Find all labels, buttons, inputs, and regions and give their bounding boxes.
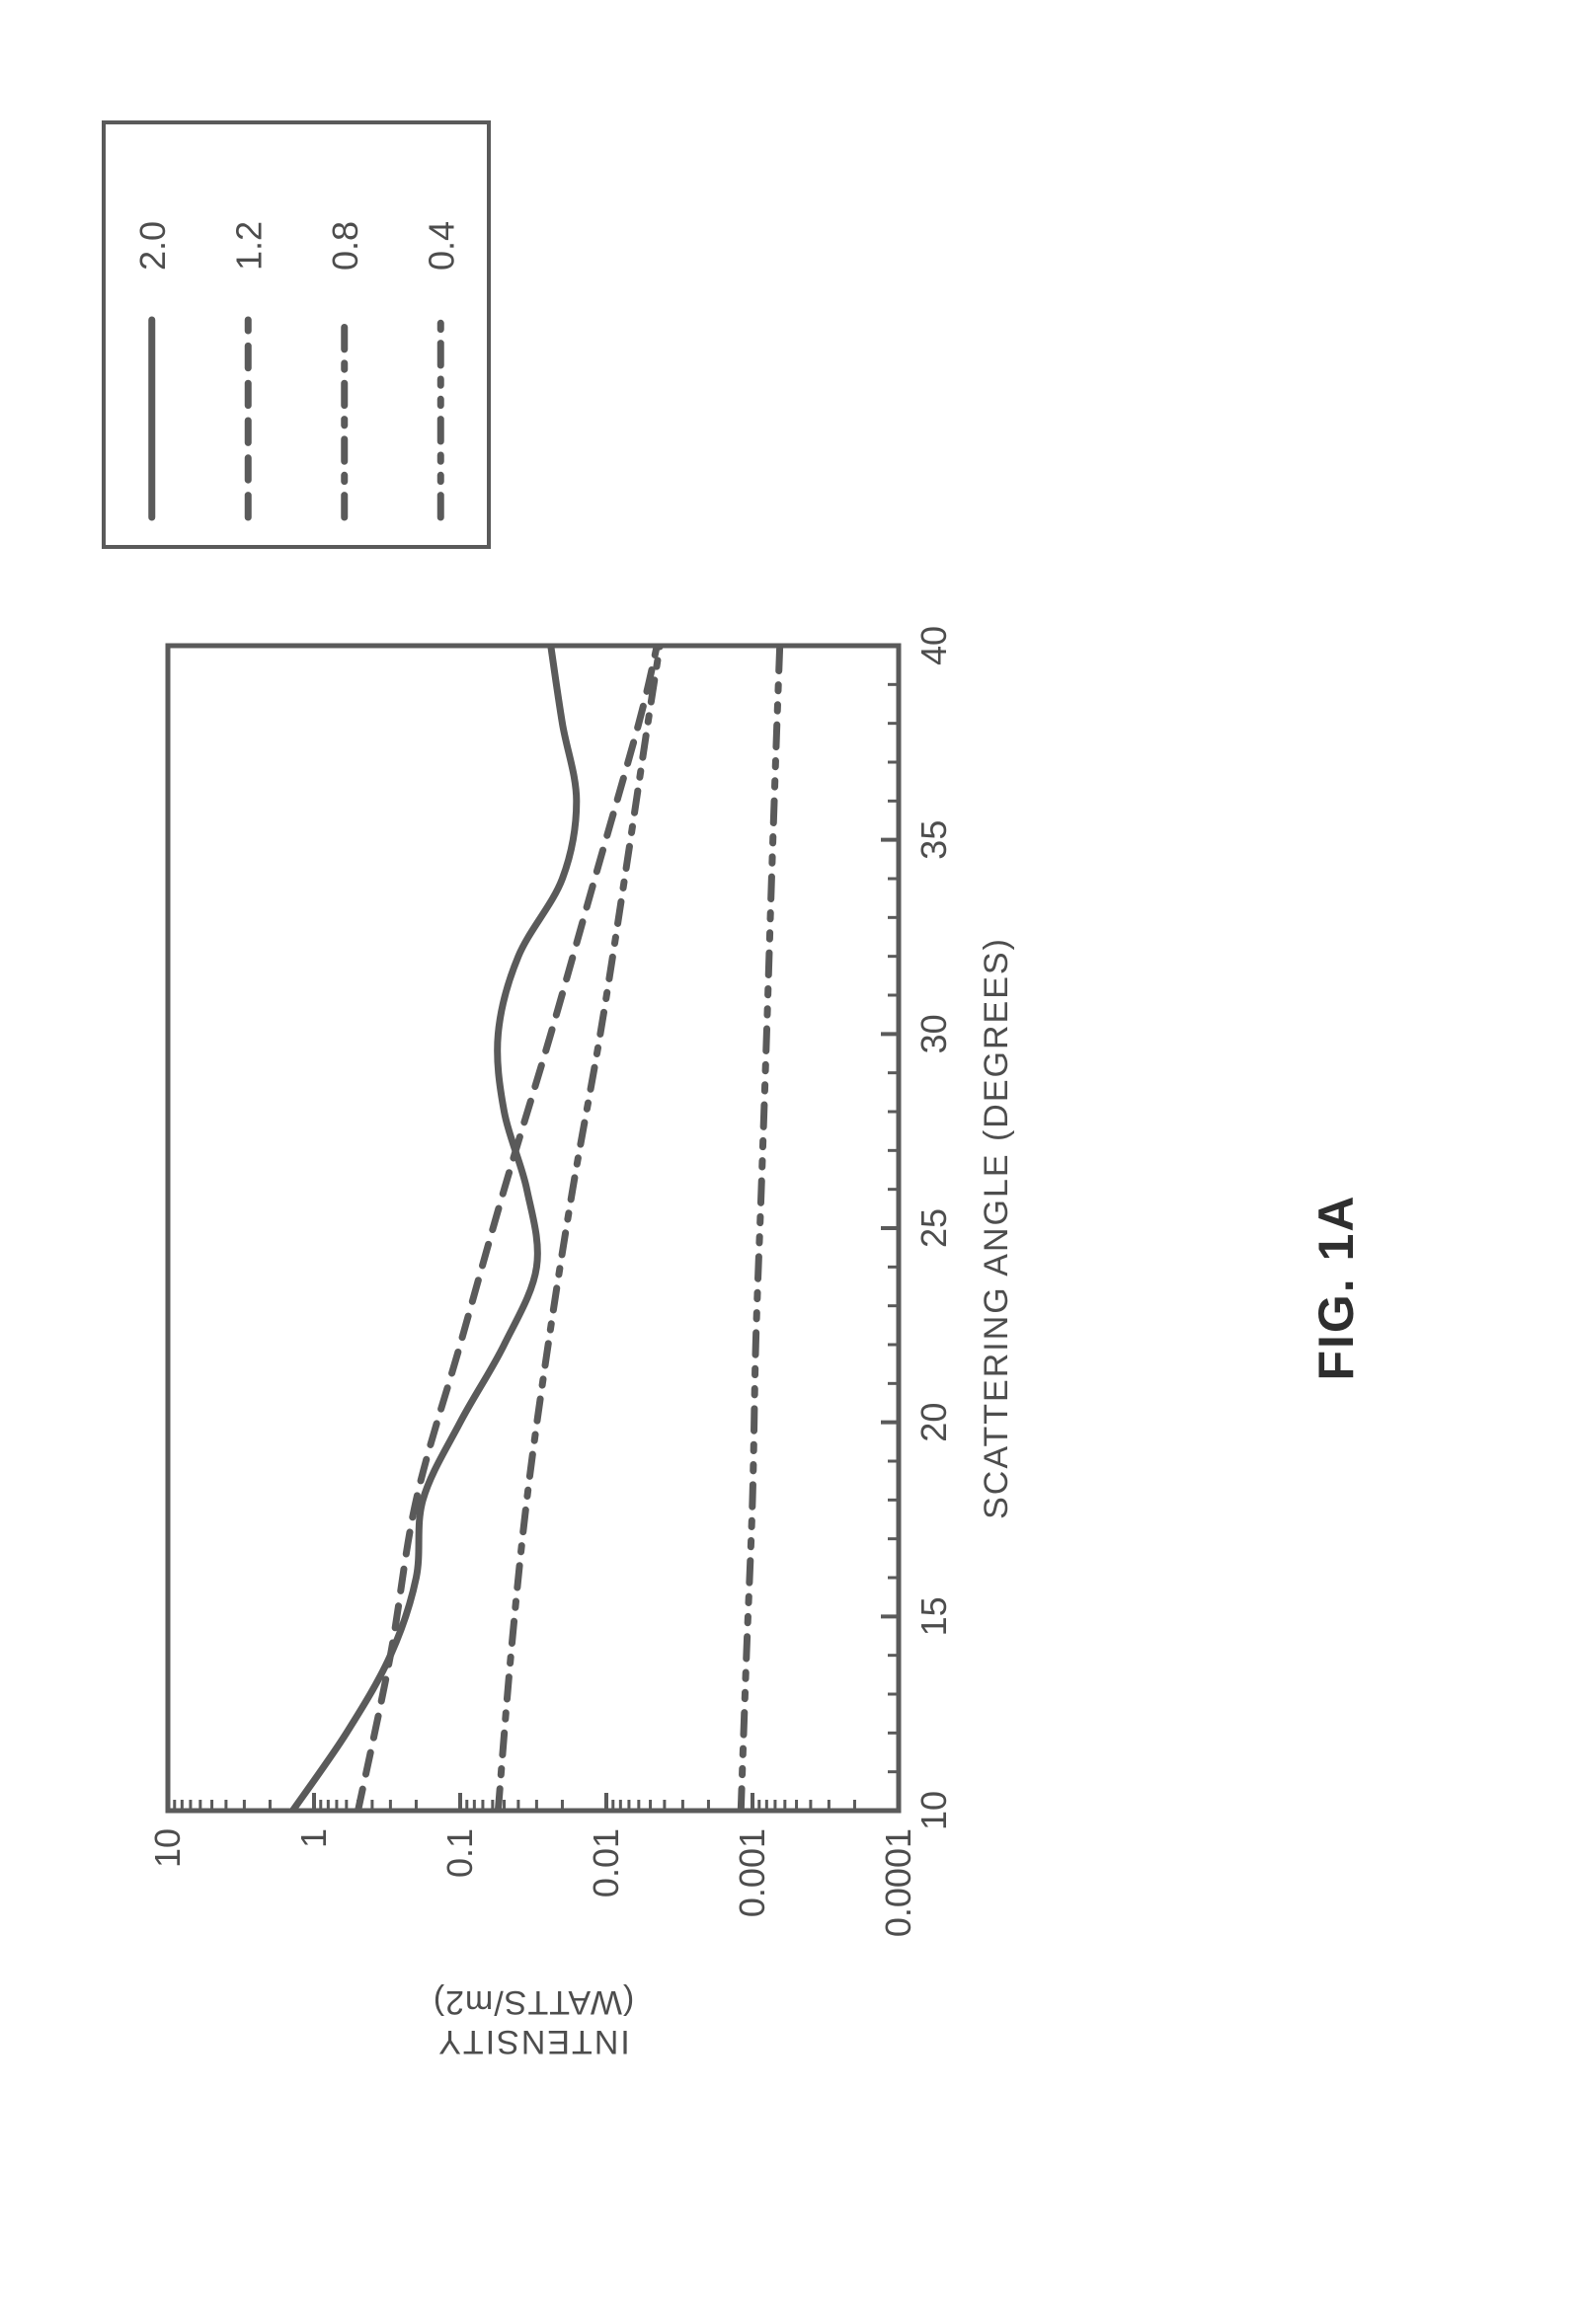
svg-text:0.1: 0.1 [439,1828,480,1878]
svg-text:10: 10 [913,1791,954,1830]
svg-text:0.4: 0.4 [421,221,461,271]
page-root: 10 15 20 25 30 35 40 SCATTERING ANGLE (DEGREES)… [0,0,1582,2324]
svg-text:40: 40 [913,626,954,665]
svg-text:35: 35 [913,820,954,860]
svg-text:25: 25 [913,1208,954,1248]
svg-text:30: 30 [913,1014,954,1053]
svg-text:0.01: 0.01 [586,1828,626,1898]
chart-svg: 10 15 20 25 30 35 40 SCATTERING ANGLE (DEGREES)… [0,0,1582,2324]
svg-text:SCATTERING ANGLE (DEGREES): SCATTERING ANGLE (DEGREES) [978,937,1015,1519]
svg-text:0.0001: 0.0001 [878,1828,918,1937]
svg-text:1: 1 [293,1828,334,1848]
svg-text:1.2: 1.2 [228,221,269,271]
svg-text:0.8: 0.8 [325,221,365,271]
svg-text:15: 15 [913,1596,954,1636]
svg-text:(WATTS/m2): (WATTS/m2) [433,1983,635,2021]
svg-text:10: 10 [147,1828,188,1868]
svg-text:INTENSITY: INTENSITY [436,2023,630,2060]
svg-text:2.0: 2.0 [132,221,173,271]
svg-text:20: 20 [913,1403,954,1442]
svg-text:0.001: 0.001 [732,1828,772,1917]
svg-text:FIG. 1A: FIG. 1A [1308,1194,1364,1380]
